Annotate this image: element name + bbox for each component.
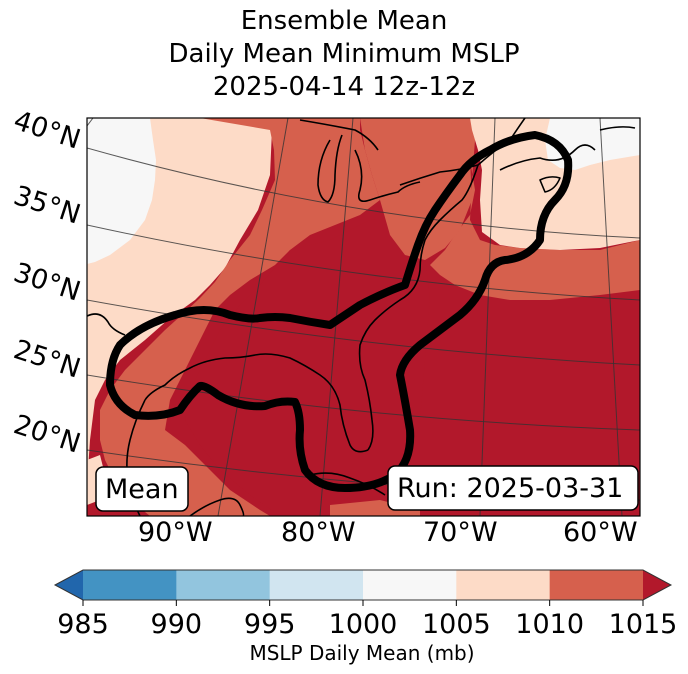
colorbar-extend-high <box>643 570 671 600</box>
lat-label-30n: 30°N <box>10 257 84 308</box>
title-line-3: 2025-04-14 12z-12z <box>212 72 476 102</box>
lat-label-35n: 35°N <box>10 180 84 231</box>
colorbar-tick-label: 1000 <box>329 609 398 640</box>
map-plot-area <box>87 118 640 516</box>
colorbar-segment-995-1000 <box>269 570 364 600</box>
colorbar-extend-low <box>55 570 83 600</box>
mean-annotation-box: Mean <box>95 466 189 512</box>
title-line-2: Daily Mean Minimum MSLP <box>168 39 520 69</box>
lat-label-20n: 20°N <box>10 409 84 460</box>
field-1010-1015-ne <box>360 118 640 300</box>
colorbar-tick-label: 990 <box>151 609 203 640</box>
lat-label-40n: 40°N <box>10 105 84 156</box>
colorbar <box>53 569 673 601</box>
colorbar-segment-1005-1010 <box>456 570 551 600</box>
run-annotation-text: Run: 2025-03-31 <box>397 473 623 504</box>
mslp-contour-outline <box>106 131 573 492</box>
field-1010-1015-ne-fill <box>360 118 475 260</box>
field-1000-1005-west <box>87 118 156 264</box>
colorbar-segment-1010-1015 <box>549 570 644 600</box>
colorbar-tick-label: 1005 <box>422 609 491 640</box>
run-annotation-box: Run: 2025-03-31 <box>387 465 639 511</box>
lat-label-25n: 25°N <box>10 334 84 385</box>
lon-label-70w: 70°W <box>423 517 498 548</box>
lon-label-90w: 90°W <box>138 517 213 548</box>
colorbar-segment-990-995 <box>176 570 271 600</box>
field-gt1015-gulf <box>185 215 430 516</box>
field-1010-1015-west <box>100 118 380 516</box>
chart-title: Ensemble Mean Daily Mean Minimum MSLP 20… <box>0 5 688 104</box>
lon-label-80w: 80°W <box>281 517 356 548</box>
colorbar-segment-985-990 <box>83 570 177 600</box>
colorbar-tick-label: 995 <box>244 609 296 640</box>
field-1010-1015-yucatan <box>330 500 420 516</box>
colorbar-label: MSLP Daily Mean (mb) <box>249 641 474 665</box>
colorbar-ticks: 985 990 995 1000 1005 1010 1015 <box>57 600 677 640</box>
colorbar-segment-1000-1005 <box>363 570 457 600</box>
colorbar-tick-label: 1015 <box>609 609 678 640</box>
colorbar-tick-label: 1010 <box>515 609 584 640</box>
title-line-1: Ensemble Mean <box>240 6 448 36</box>
mean-annotation-text: Mean <box>105 474 179 505</box>
colorbar-tick-label: 985 <box>57 609 109 640</box>
map-frame <box>86 117 641 517</box>
lon-label-60w: 60°W <box>563 517 638 548</box>
